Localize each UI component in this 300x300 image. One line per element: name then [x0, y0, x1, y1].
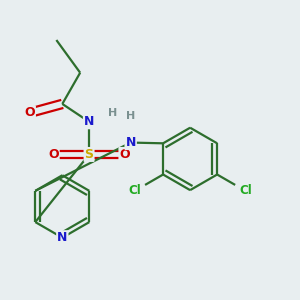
Text: S: S [85, 148, 94, 161]
Text: H: H [108, 108, 118, 118]
Text: O: O [48, 148, 59, 161]
Text: N: N [84, 115, 94, 128]
Text: H: H [126, 111, 135, 121]
Text: O: O [119, 148, 130, 161]
Text: Cl: Cl [128, 184, 141, 197]
Text: Cl: Cl [239, 184, 252, 197]
Text: N: N [125, 136, 136, 149]
Text: N: N [57, 231, 68, 244]
Text: O: O [24, 106, 35, 119]
